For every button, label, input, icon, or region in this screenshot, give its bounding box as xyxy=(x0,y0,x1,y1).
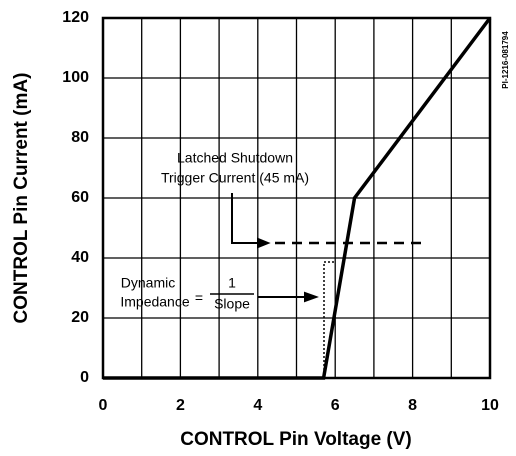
x-tick-label: 6 xyxy=(331,397,340,414)
y-tick-label: 120 xyxy=(62,9,89,26)
annotation: Impedance xyxy=(120,294,189,310)
x-tick-label: 10 xyxy=(481,397,499,414)
callout-arrow xyxy=(231,193,262,244)
y-axis-label: CONTROL Pin Current (mA) xyxy=(11,73,32,324)
y-tick-label: 60 xyxy=(71,189,89,206)
x-tick-label: 2 xyxy=(176,397,185,414)
annotation: = xyxy=(195,290,203,306)
annotation: 1 xyxy=(228,275,236,291)
x-tick-label: 0 xyxy=(99,397,108,414)
y-tick-label: 80 xyxy=(71,129,89,146)
x-tick-label: 4 xyxy=(253,397,262,414)
y-tick-label: 100 xyxy=(62,69,89,86)
data-line xyxy=(103,16,492,380)
x-axis-label: CONTROL Pin Voltage (V) xyxy=(180,429,412,450)
annotation: Latched Shutdown xyxy=(177,150,293,166)
annotation: Slope xyxy=(214,296,250,312)
x-tick-label: 8 xyxy=(408,397,417,414)
y-tick-label: 20 xyxy=(71,309,89,326)
y-tick-label: 0 xyxy=(80,369,89,386)
arrow-head xyxy=(304,291,319,303)
arrow-head xyxy=(257,237,271,249)
slope-guide xyxy=(323,261,334,378)
y-tick-label: 40 xyxy=(71,249,89,266)
annotation: Trigger Current (45 mA) xyxy=(161,170,309,186)
annotation: Dynamic xyxy=(121,275,175,291)
callouts xyxy=(231,193,334,378)
figure-id: PI-1216-081794 xyxy=(501,31,510,89)
